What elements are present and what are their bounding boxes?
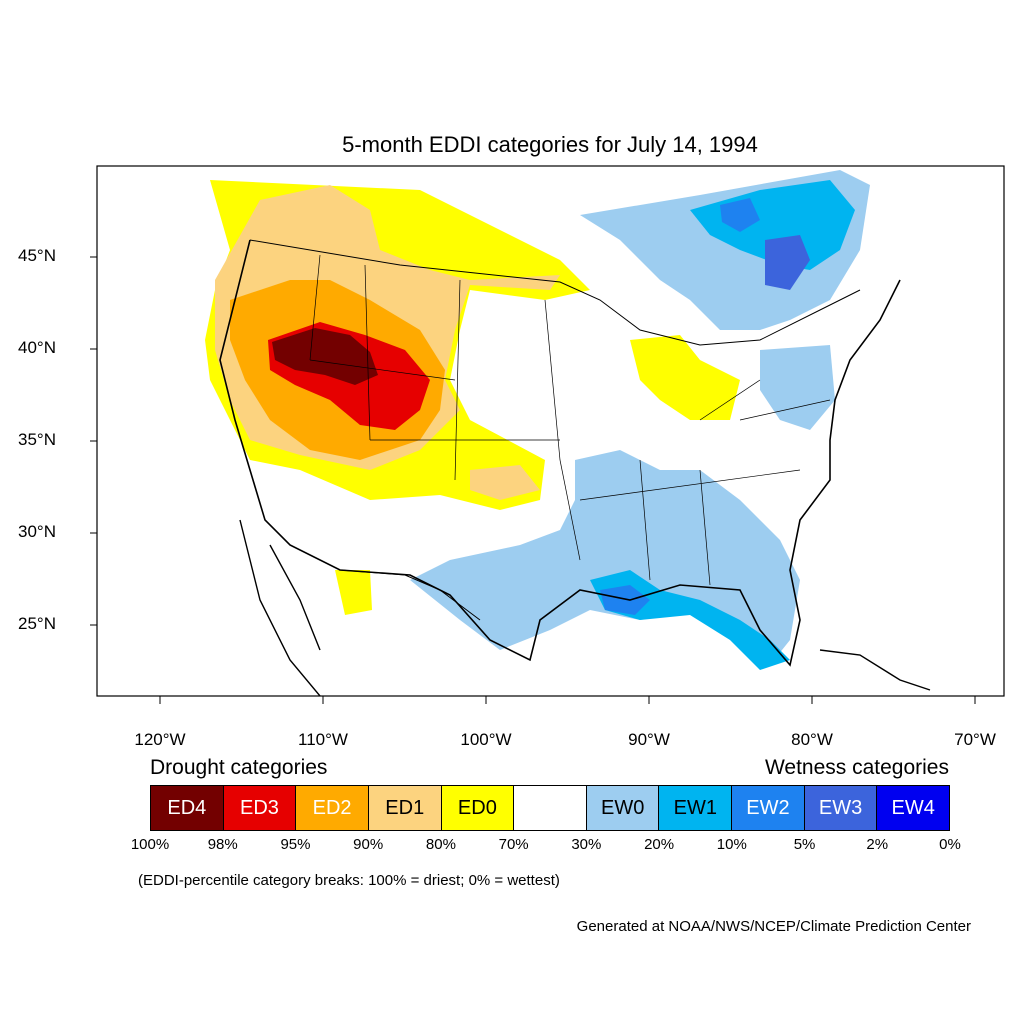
ed0-region-great-lakes	[630, 335, 740, 420]
map-title: 5-month EDDI categories for July 14, 199…	[342, 132, 758, 157]
breakpoint-label: 2%	[866, 836, 889, 853]
legend-note: (EDDI-percentile category breaks: 100% =…	[138, 872, 560, 889]
lon-label-100: 100°W	[460, 730, 512, 749]
legend-cell-ed4: ED4	[151, 786, 224, 830]
wetness-heading: Wetness categories	[764, 756, 949, 779]
ed1-region-plains	[470, 465, 540, 500]
map-frame	[96, 165, 1005, 697]
lat-label-45: 45°N	[18, 246, 56, 265]
lat-label-35: 35°N	[18, 430, 56, 449]
breakpoint-label: 5%	[793, 836, 816, 853]
lon-label-80: 80°W	[791, 730, 833, 749]
legend-cell-ew1: EW1	[659, 786, 733, 830]
breakpoint-label: 10%	[716, 836, 747, 853]
lon-label-120: 120°W	[134, 730, 186, 749]
canada-border	[249, 239, 861, 346]
ed4-region	[272, 328, 378, 385]
legend-cell-ed2: ED2	[296, 786, 369, 830]
ew0-region-midatlantic	[760, 345, 835, 430]
ed0-region-southwest	[335, 570, 372, 615]
drought-heading: Drought categories	[150, 756, 328, 779]
lon-label-70: 70°W	[954, 730, 996, 749]
ew2-region	[720, 198, 760, 232]
lat-label-25: 25°N	[18, 614, 56, 633]
credit-line: Generated at NOAA/NWS/NCEP/Climate Predi…	[576, 918, 971, 935]
breakpoint-label: 100%	[130, 836, 170, 853]
breakpoint-label: 70%	[498, 836, 529, 853]
mexico-border	[289, 544, 481, 621]
lat-ticks	[90, 256, 97, 626]
legend-cell-ew2: EW2	[732, 786, 805, 830]
breakpoint-label: 30%	[571, 836, 602, 853]
lat-label-40: 40°N	[18, 338, 56, 357]
cuba-coast	[819, 649, 931, 691]
lon-label-90: 90°W	[628, 730, 670, 749]
breakpoint-label: 98%	[207, 836, 238, 853]
breakpoint-label: 90%	[353, 836, 384, 853]
legend-cell-neutral	[514, 786, 587, 830]
lat-label-30: 30°N	[18, 522, 56, 541]
breakpoint-label: 80%	[425, 836, 456, 853]
legend-cell-ed0: ED0	[441, 786, 515, 830]
ew2-region-gulf	[600, 585, 650, 615]
breakpoint-label: 0%	[939, 836, 961, 853]
legend-cell-ew0: EW0	[586, 786, 660, 830]
lon-ticks	[159, 696, 976, 704]
state-lines	[309, 254, 831, 586]
us-outline	[219, 239, 901, 667]
breakpoint-label: 20%	[644, 836, 675, 853]
breakpoint-label: 95%	[280, 836, 311, 853]
ew3-region	[765, 235, 810, 290]
legend-cell-ed3: ED3	[223, 786, 297, 830]
baja-coast	[239, 519, 321, 696]
category-legend: ED4 ED3 ED2 ED1 ED0 EW0 EW1 EW2 EW3 EW4	[150, 785, 950, 831]
legend-cell-ew3: EW3	[804, 786, 878, 830]
legend-cell-ew4: EW4	[877, 786, 950, 830]
lon-label-110: 110°W	[298, 730, 348, 749]
legend-cell-ed1: ED1	[368, 786, 442, 830]
